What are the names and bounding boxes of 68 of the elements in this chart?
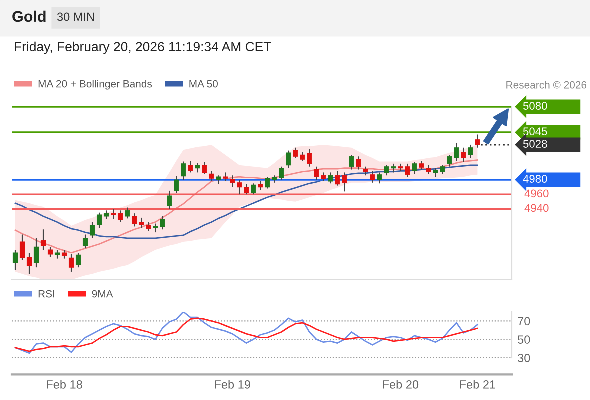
x-tick-label: Feb 21 <box>460 380 496 389</box>
ref-line-label: 5080 <box>523 102 548 110</box>
candlestick <box>124 207 130 220</box>
text: 30 MIN <box>57 12 94 22</box>
candlestick <box>335 170 340 186</box>
legend-label: MA 20 + Bollinger Bands <box>38 80 152 90</box>
candlestick <box>188 160 194 174</box>
candlestick <box>90 222 96 239</box>
candlestick <box>265 176 270 190</box>
candlestick <box>279 166 284 181</box>
ref-line-label: 4940 <box>524 204 549 212</box>
chart-subtitle: Friday, February 20, 2026 11:19:34 AM CET <box>15 42 272 54</box>
candlestick <box>195 162 200 174</box>
candlestick <box>160 216 166 230</box>
legend-label: 9MA <box>92 290 114 298</box>
candlestick <box>244 184 250 196</box>
candlestick <box>96 212 102 229</box>
candlestick <box>40 229 46 251</box>
candlestick <box>230 175 236 188</box>
x-tick-label: Feb 20 <box>383 380 419 389</box>
candlestick <box>377 172 382 184</box>
ref-line-label: 4960 <box>524 190 549 198</box>
line-series <box>14 318 478 352</box>
legend-label: RSI <box>38 290 54 298</box>
candlestick <box>132 213 138 228</box>
ref-line-label: 5028 <box>523 140 548 148</box>
chart-title: Gold <box>12 10 46 22</box>
ref-line-label: 4980 <box>523 175 548 183</box>
ref-line-label: 5045 <box>523 128 548 136</box>
candlestick <box>167 190 172 210</box>
candlestick <box>349 154 354 170</box>
candlestick <box>34 238 40 268</box>
candlestick <box>293 147 298 159</box>
candlestick <box>82 234 88 250</box>
candlestick <box>468 144 474 159</box>
y-tick-label: 50 <box>518 336 530 344</box>
candlestick <box>48 246 54 258</box>
candlestick <box>202 162 208 175</box>
candlestick <box>181 161 186 181</box>
candlestick <box>461 147 466 164</box>
candlestick <box>26 252 32 275</box>
candlestick <box>237 179 242 196</box>
candlestick <box>76 252 82 268</box>
candlestick <box>110 208 116 220</box>
candlestick <box>12 250 18 272</box>
candlestick <box>356 156 362 170</box>
candlestick <box>68 254 74 273</box>
candlestick <box>342 172 348 192</box>
candlestick <box>328 172 334 184</box>
candlestick <box>20 234 26 261</box>
candlestick <box>118 210 124 223</box>
candlestick <box>314 166 320 181</box>
candlestick <box>251 183 256 196</box>
text: Research © 2026 <box>506 81 587 89</box>
y-tick-label: 30 <box>518 354 530 362</box>
x-tick-label: Feb 19 <box>215 380 250 389</box>
x-tick-label: Feb 18 <box>47 380 82 389</box>
candlestick <box>412 162 418 175</box>
candlestick <box>209 170 214 182</box>
candlestick <box>174 176 180 194</box>
candlestick <box>307 148 312 168</box>
candlestick <box>138 217 144 229</box>
candlestick <box>286 150 292 169</box>
legend-label: MA 50 <box>190 80 218 88</box>
line-series <box>14 312 478 354</box>
y-tick-label: 70 <box>518 317 530 326</box>
candlestick <box>475 134 480 148</box>
candlestick <box>370 170 376 184</box>
